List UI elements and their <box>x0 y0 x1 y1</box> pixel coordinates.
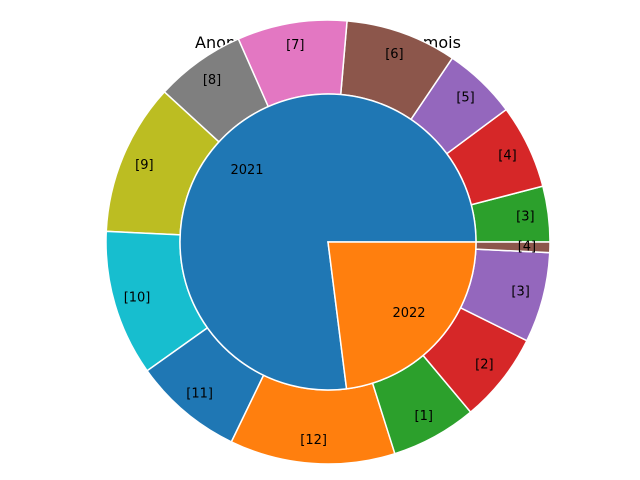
year-wedge-1 <box>327 241 477 390</box>
month-label-9: [12] <box>300 433 327 448</box>
month-label-7: [10] <box>124 291 151 306</box>
month-label-8: [11] <box>186 387 213 402</box>
month-label-1: [4] <box>498 149 516 164</box>
month-label-13: [4] <box>518 239 536 254</box>
month-label-4: [7] <box>286 38 304 53</box>
month-label-11: [2] <box>475 358 493 373</box>
month-label-2: [5] <box>456 91 474 106</box>
month-label-6: [9] <box>135 158 153 173</box>
month-label-0: [3] <box>516 209 534 224</box>
month-label-5: [8] <box>203 73 221 88</box>
month-label-12: [3] <box>511 285 529 300</box>
year-label-1: 2022 <box>392 306 425 321</box>
year-label-0: 2021 <box>230 163 263 178</box>
month-label-3: [6] <box>385 47 403 62</box>
month-label-10: [1] <box>415 409 433 424</box>
